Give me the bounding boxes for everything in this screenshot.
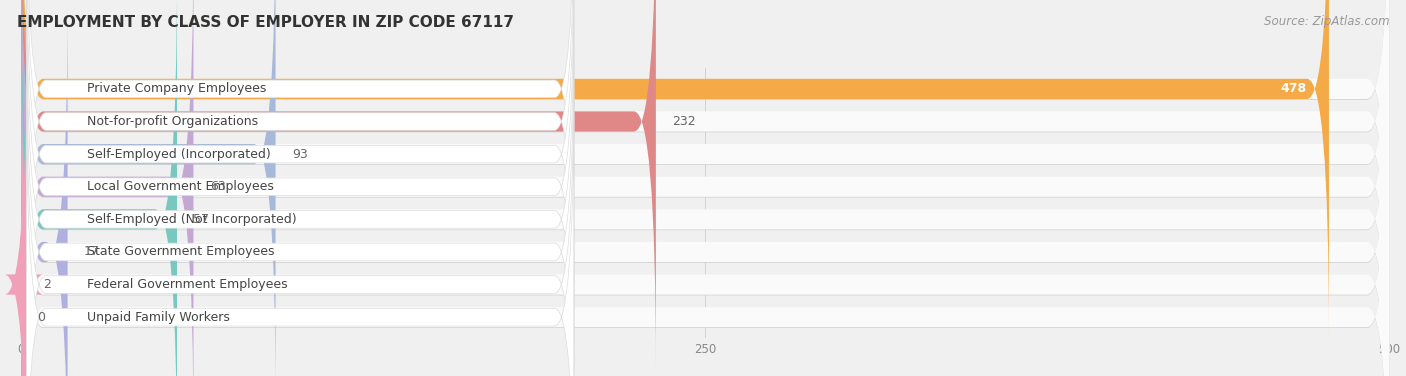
Text: 478: 478: [1281, 82, 1308, 96]
FancyBboxPatch shape: [21, 1, 1389, 376]
Text: EMPLOYMENT BY CLASS OF EMPLOYER IN ZIP CODE 67117: EMPLOYMENT BY CLASS OF EMPLOYER IN ZIP C…: [17, 15, 513, 30]
FancyBboxPatch shape: [27, 65, 574, 376]
FancyBboxPatch shape: [21, 0, 177, 376]
FancyBboxPatch shape: [21, 67, 1389, 376]
FancyBboxPatch shape: [21, 0, 655, 372]
FancyBboxPatch shape: [21, 67, 1389, 376]
FancyBboxPatch shape: [21, 0, 1389, 376]
FancyBboxPatch shape: [21, 0, 1389, 376]
FancyBboxPatch shape: [21, 0, 1329, 340]
FancyBboxPatch shape: [21, 0, 1389, 376]
FancyBboxPatch shape: [21, 0, 1389, 376]
Text: 17: 17: [84, 246, 100, 258]
Text: Not-for-profit Organizations: Not-for-profit Organizations: [87, 115, 257, 128]
Text: Federal Government Employees: Federal Government Employees: [87, 278, 287, 291]
Text: Self-Employed (Incorporated): Self-Employed (Incorporated): [87, 148, 270, 161]
Text: 63: 63: [209, 180, 225, 193]
FancyBboxPatch shape: [27, 32, 574, 376]
FancyBboxPatch shape: [21, 35, 1389, 376]
FancyBboxPatch shape: [21, 0, 1389, 340]
FancyBboxPatch shape: [27, 0, 574, 308]
Text: Unpaid Family Workers: Unpaid Family Workers: [87, 311, 229, 324]
Text: 2: 2: [44, 278, 51, 291]
FancyBboxPatch shape: [21, 0, 1389, 340]
Text: Self-Employed (Not Incorporated): Self-Employed (Not Incorporated): [87, 213, 297, 226]
FancyBboxPatch shape: [21, 0, 1389, 376]
FancyBboxPatch shape: [21, 34, 1389, 376]
FancyBboxPatch shape: [21, 2, 1389, 376]
FancyBboxPatch shape: [21, 0, 194, 376]
Text: Local Government Employees: Local Government Employees: [87, 180, 274, 193]
Text: 93: 93: [292, 148, 308, 161]
FancyBboxPatch shape: [27, 98, 574, 376]
FancyBboxPatch shape: [27, 0, 574, 376]
FancyBboxPatch shape: [21, 0, 1389, 376]
FancyBboxPatch shape: [21, 1, 67, 376]
FancyBboxPatch shape: [21, 0, 1389, 373]
FancyBboxPatch shape: [4, 34, 44, 376]
FancyBboxPatch shape: [21, 0, 276, 376]
Text: 232: 232: [672, 115, 696, 128]
Text: Private Company Employees: Private Company Employees: [87, 82, 266, 96]
Text: 0: 0: [38, 311, 45, 324]
FancyBboxPatch shape: [21, 0, 1389, 372]
Text: Source: ZipAtlas.com: Source: ZipAtlas.com: [1264, 15, 1389, 28]
Text: 57: 57: [194, 213, 209, 226]
Text: State Government Employees: State Government Employees: [87, 246, 274, 258]
FancyBboxPatch shape: [27, 0, 574, 341]
FancyBboxPatch shape: [27, 0, 574, 376]
FancyBboxPatch shape: [27, 0, 574, 374]
